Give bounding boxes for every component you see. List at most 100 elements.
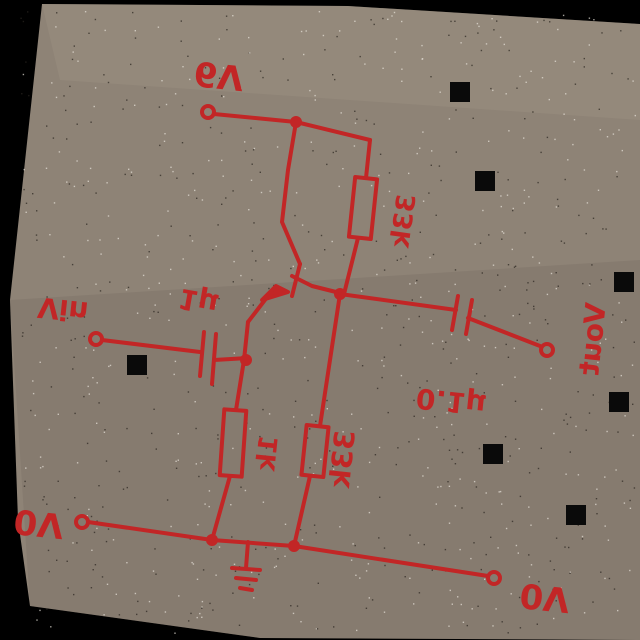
speckle: [66, 138, 68, 140]
speckle: [549, 377, 552, 380]
speckle: [301, 539, 304, 541]
speckle: [418, 315, 420, 318]
speckle: [293, 416, 295, 418]
output-wire: [466, 316, 542, 348]
speckle: [297, 476, 299, 478]
speckle: [560, 587, 562, 589]
speckle: [126, 427, 128, 430]
speckle: [473, 480, 476, 483]
speckle: [105, 460, 108, 462]
speckle: [22, 332, 24, 334]
speckle: [201, 600, 204, 603]
speckle: [83, 335, 85, 338]
speckle: [101, 576, 104, 578]
speckle: [148, 600, 151, 603]
speckle: [184, 282, 186, 285]
speckle: [180, 20, 182, 22]
speckle: [205, 475, 207, 477]
speckle: [436, 426, 438, 428]
speckle: [448, 449, 451, 451]
speckle: [355, 574, 357, 576]
speckle: [556, 198, 559, 201]
speckle: [461, 507, 463, 509]
speckle: [555, 537, 558, 539]
speckle: [476, 22, 479, 25]
speckle: [373, 123, 375, 125]
speckle: [169, 293, 171, 295]
speckle: [547, 323, 549, 325]
speckle: [621, 480, 624, 482]
speckle: [90, 121, 92, 123]
speckle: [253, 222, 255, 224]
speckle: [73, 185, 76, 188]
speckle: [447, 481, 449, 483]
speckle: [432, 253, 435, 256]
speckle: [393, 11, 396, 14]
speckle: [76, 123, 78, 125]
speckle: [514, 265, 517, 267]
output-wire: [338, 292, 458, 312]
speckle: [32, 380, 34, 382]
speckle: [620, 30, 622, 32]
speckle: [507, 632, 509, 634]
speckle: [456, 449, 459, 451]
speckle: [550, 367, 552, 369]
speckle: [527, 302, 529, 305]
speckle: [217, 438, 219, 440]
speckle: [104, 29, 106, 32]
speckle: [627, 78, 629, 80]
speckle: [623, 502, 626, 504]
speckle: [514, 438, 517, 440]
speckle: [370, 184, 373, 187]
speckle: [480, 568, 482, 571]
speckle: [448, 485, 451, 487]
speckle: [379, 496, 381, 498]
speckle: [332, 468, 335, 470]
speckle: [188, 620, 190, 622]
speckle: [232, 15, 234, 17]
speckle: [624, 415, 626, 417]
speckle: [105, 540, 108, 543]
speckle: [350, 559, 353, 561]
speckle: [604, 476, 606, 478]
speckle: [518, 313, 521, 316]
speckle: [416, 152, 418, 155]
speckle: [332, 74, 334, 76]
speckle: [260, 191, 263, 194]
speckle: [501, 384, 504, 386]
label-cap-out: 0.1μ: [414, 381, 487, 421]
speckle: [608, 577, 611, 580]
speckle: [310, 141, 312, 143]
speckle: [250, 571, 253, 574]
speckle: [83, 395, 85, 398]
speckle: [320, 458, 322, 460]
speckle: [226, 29, 228, 31]
speckle: [499, 36, 502, 38]
speckle: [554, 138, 556, 141]
speckle: [204, 67, 207, 69]
speckle: [94, 87, 97, 89]
speckle: [365, 119, 368, 122]
speckle: [307, 231, 310, 233]
speckle: [166, 499, 169, 501]
speckle: [306, 437, 309, 439]
speckle: [497, 547, 499, 549]
speckle: [320, 234, 323, 237]
speckle: [563, 419, 565, 421]
speckle: [95, 283, 97, 285]
speckle: [408, 318, 410, 320]
speckle: [175, 460, 177, 462]
transistor-collector: [280, 120, 302, 266]
speckle: [440, 179, 442, 182]
speckle: [106, 583, 109, 585]
speckle: [50, 386, 53, 388]
speckle: [440, 485, 442, 488]
speckle: [251, 250, 254, 252]
speckle: [540, 447, 542, 449]
speckle: [464, 35, 467, 38]
speckle: [189, 235, 191, 237]
speckle: [218, 38, 220, 40]
speckle: [68, 183, 71, 185]
speckle: [225, 324, 227, 326]
speckle: [629, 569, 631, 572]
